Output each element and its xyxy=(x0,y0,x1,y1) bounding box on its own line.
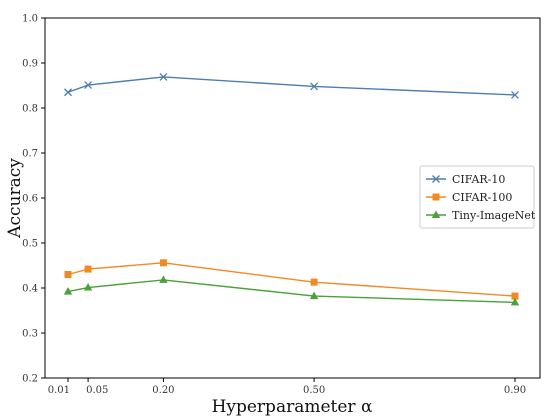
data-point xyxy=(159,72,168,81)
legend-box xyxy=(419,165,535,229)
series-cifar-100 xyxy=(64,259,519,300)
data-point xyxy=(83,283,93,291)
data-point xyxy=(511,90,519,99)
data-point xyxy=(309,291,319,300)
legend-marker xyxy=(432,193,440,201)
y-tick-label: 0.7 xyxy=(22,149,38,160)
data-point xyxy=(510,297,520,306)
series-cifar-10 xyxy=(64,72,519,99)
y-tick-label: 1.0 xyxy=(22,14,38,25)
x-tick-label: 0.50 xyxy=(303,385,325,396)
data-point xyxy=(84,265,92,273)
data-point xyxy=(310,278,318,286)
y-tick-label: 0.3 xyxy=(22,329,38,340)
legend-marker xyxy=(431,210,441,218)
legend-label: Tiny-ImageNet xyxy=(452,209,536,222)
series-group xyxy=(63,72,520,306)
data-point xyxy=(511,292,519,300)
x-tick-label: 0.20 xyxy=(152,385,174,396)
data-point xyxy=(159,259,167,267)
series-line xyxy=(67,262,516,297)
legend: CIFAR-10 CIFAR-100 Tiny-ImageNet xyxy=(419,165,536,229)
y-tick-label: 0.2 xyxy=(22,374,38,385)
data-point xyxy=(310,82,319,91)
data-point xyxy=(84,81,93,90)
data-point xyxy=(159,275,168,283)
y-tick-label: 0.8 xyxy=(22,104,38,115)
y-tick-label: 0.9 xyxy=(22,59,38,70)
y-tick-label: 0.4 xyxy=(22,284,38,295)
x-tick-label: 0.90 xyxy=(504,385,526,396)
x-tick-label: 0.01 xyxy=(48,385,70,396)
data-point xyxy=(63,287,73,295)
legend-label: CIFAR-10 xyxy=(452,173,505,186)
axis-ticks: 0.2 0.3 0.4 0.5 0.6 0.7 0.8 0.9 1.0 0.01 0.05 0.20 0… xyxy=(22,14,526,397)
series-tiny-imagenet xyxy=(63,275,520,306)
series-line xyxy=(67,76,516,96)
legend-marker xyxy=(432,175,440,183)
data-point xyxy=(64,271,72,278)
x-tick-label: 0.05 xyxy=(86,385,108,396)
data-point xyxy=(64,88,72,97)
x-axis-label: Hyperparameter α xyxy=(212,397,373,417)
y-axis-label: Accuracy xyxy=(5,158,25,239)
y-tick-label: 0.6 xyxy=(22,194,38,205)
legend-label: CIFAR-100 xyxy=(452,191,512,204)
y-tick-label: 0.5 xyxy=(22,239,38,250)
